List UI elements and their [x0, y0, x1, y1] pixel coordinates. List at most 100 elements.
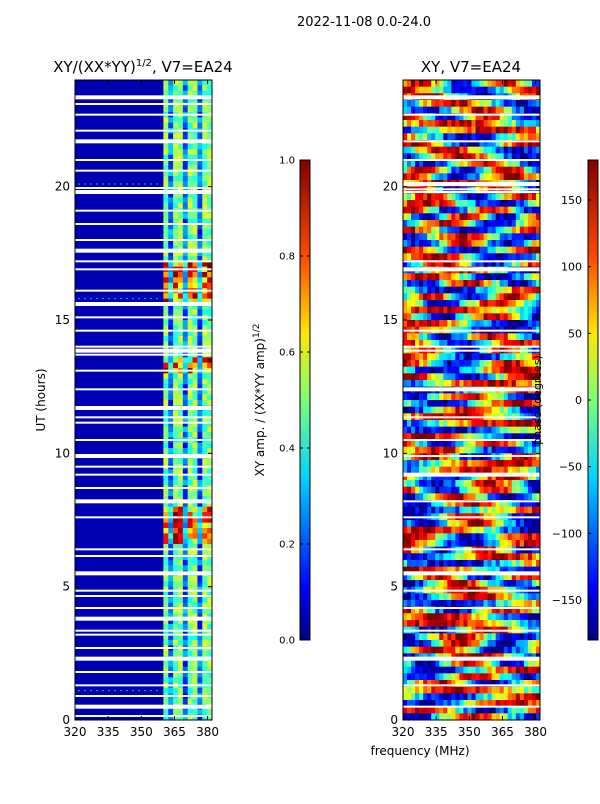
- panel1-cell: [207, 240, 212, 246]
- panel2-cell: [491, 106, 497, 114]
- panel2-cell: [483, 200, 489, 208]
- panel2-cell: [431, 246, 436, 254]
- panel2-cell: [463, 646, 468, 654]
- panel1-cell: [197, 714, 203, 720]
- panel2-cell: [415, 160, 420, 168]
- panel2-cell: [523, 126, 529, 134]
- panel2-cell: [507, 706, 513, 714]
- panel2-cell: [403, 106, 408, 114]
- panel2-cell: [491, 300, 497, 308]
- panel1-cell: [207, 474, 212, 481]
- panel1-cell: [163, 602, 169, 609]
- gap-band: [403, 159, 540, 161]
- panel2-cell: [443, 260, 448, 268]
- panel2-cell: [523, 480, 529, 488]
- panel2-cell: [503, 166, 509, 174]
- panel2-cell: [423, 340, 428, 348]
- panel2-cell: [499, 113, 505, 121]
- panel2-cell: [427, 373, 432, 381]
- panel1-cell: [182, 613, 189, 620]
- gap-band: [75, 629, 212, 632]
- panel1-cell: [197, 672, 203, 678]
- panel2-cell: [447, 193, 452, 201]
- panel2-cell: [467, 553, 472, 561]
- panel1-cell: [197, 410, 203, 417]
- panel2-cell: [439, 426, 444, 434]
- panel2-cell: [491, 480, 497, 488]
- panel2-cell: [471, 393, 476, 401]
- panel2-cell: [443, 493, 448, 501]
- panel1-cell: [197, 320, 203, 326]
- panel1-cell: [197, 586, 203, 593]
- panel2-cell: [435, 246, 440, 254]
- panel2-cell: [475, 113, 480, 121]
- panel2-cell: [403, 420, 408, 428]
- panel2-cell: [459, 633, 464, 641]
- panel1-cell: [163, 426, 169, 433]
- panel2-cell: [451, 713, 456, 720]
- panel2-cell: [487, 146, 493, 154]
- panel2-cell: [447, 260, 452, 268]
- panel2-cell: [467, 380, 472, 388]
- panel1-cell: [173, 432, 179, 438]
- panel2-cell: [443, 166, 448, 174]
- panel1-cell: [177, 234, 184, 241]
- panel2-cell: [479, 606, 484, 614]
- panel2-cell: [451, 233, 456, 241]
- panel2-cell: [403, 113, 408, 121]
- panel2-cell: [535, 553, 540, 561]
- panel1-cell: [177, 528, 184, 534]
- panel2-cell: [435, 406, 440, 414]
- panel2-cell: [451, 393, 456, 401]
- panel2-cell: [407, 713, 412, 720]
- panel2-cell: [523, 553, 529, 561]
- panel1-cell: [202, 469, 208, 476]
- panel2-cell: [519, 393, 525, 401]
- panel2-cell: [447, 246, 452, 254]
- panel2-cell: [455, 213, 460, 221]
- panel2-cell: [447, 393, 452, 401]
- panel2-cell: [519, 220, 525, 228]
- panel1-cell: [177, 624, 184, 630]
- panel2-cell: [519, 493, 525, 501]
- gap-band: [403, 607, 540, 609]
- panel2-cell: [535, 646, 540, 654]
- panel2-cell: [443, 646, 448, 654]
- panel2-cell: [419, 373, 424, 381]
- panel2-cell: [503, 566, 509, 574]
- panel1-cell: [168, 320, 174, 326]
- panel2-cell: [455, 220, 460, 228]
- panel2-cell: [451, 220, 456, 228]
- panel2-cell: [523, 713, 529, 720]
- panel2-cell: [455, 686, 460, 694]
- panel2-cell: [523, 426, 529, 434]
- panel2-cell: [499, 480, 505, 488]
- panel2-cell: [459, 286, 464, 294]
- panel2-cell: [423, 113, 428, 121]
- panel2-cell: [415, 500, 420, 508]
- panel2-cell: [431, 213, 436, 221]
- panel2-cell: [419, 226, 424, 234]
- panel1-cell: [202, 714, 208, 720]
- panel2-cell: [515, 173, 521, 181]
- panel2-cell: [503, 260, 509, 268]
- panel1-cell: [207, 624, 212, 630]
- panel2-cell: [435, 426, 440, 434]
- panel2-cell: [427, 553, 432, 561]
- panel2-cell: [499, 153, 505, 161]
- panel2-cell: [503, 620, 509, 628]
- colorbar1-tick-label: 0.2: [279, 540, 295, 551]
- panel2-cell: [403, 713, 408, 720]
- panel2-cell: [503, 360, 509, 368]
- panel2-title-suffix: , V7=EA24: [440, 58, 521, 76]
- panel2-cell: [527, 646, 533, 654]
- panel2-cell: [483, 506, 489, 514]
- panel2-cell: [491, 420, 497, 428]
- panel2-cell: [459, 253, 464, 261]
- panel2-cell: [423, 373, 428, 381]
- panel2-cell: [423, 86, 428, 94]
- panel2-cell: [515, 500, 521, 508]
- panel2-cell: [447, 700, 452, 708]
- panel2-cell: [531, 620, 537, 628]
- panel2-cell: [475, 686, 480, 694]
